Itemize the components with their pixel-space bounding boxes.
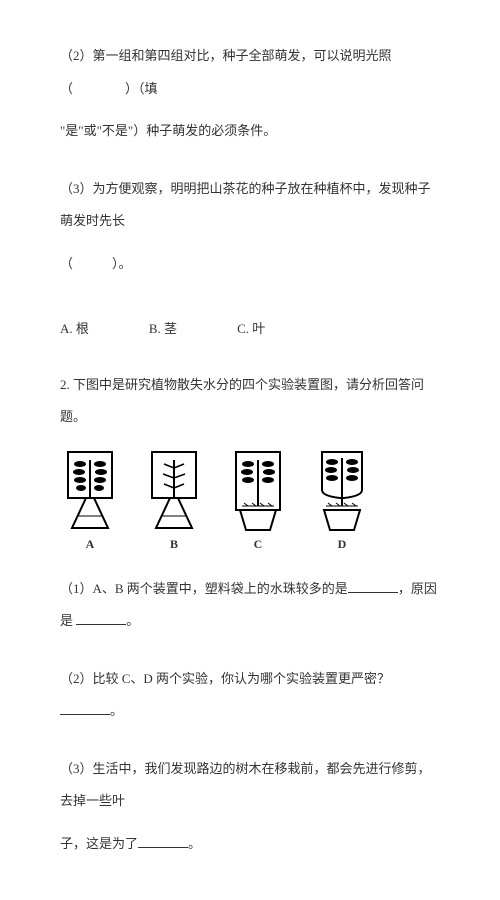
option-b: B. 茎 bbox=[149, 313, 177, 346]
diagram-a-label: A bbox=[86, 538, 95, 550]
q2-sub2-text-b: 。 bbox=[110, 703, 123, 718]
diagram-b-label: B bbox=[170, 538, 178, 550]
option-c: C. 叶 bbox=[237, 313, 265, 346]
option-a: A. 根 bbox=[60, 313, 89, 346]
q1-sub3-line1: （3）为方便观察，明明把山茶花的种子放在种植杯中，发现种子萌发时先长 bbox=[60, 173, 440, 238]
q1-sub2-line1: （2）第一组和第四组对比，种子全部萌发，可以说明光照（ ）（填 bbox=[60, 40, 440, 105]
q1-sub3-line2: （ ）。 bbox=[60, 248, 440, 281]
diagram-c: C bbox=[228, 450, 288, 550]
diagram-c-label: C bbox=[254, 538, 263, 550]
diagram-d-svg bbox=[314, 450, 370, 534]
q2-sub1: （1）A、B 两个装置中，塑料袋上的水珠较多的是，原因是 。 bbox=[60, 573, 440, 638]
q2-sub2-text-a: （2）比较 C、D 两个实验，你认为哪个实验装置更严密？ bbox=[60, 671, 390, 686]
q2-sub3-line2: 子，这是为了 。 bbox=[60, 828, 440, 861]
options-row: A. 根 B. 茎 C. 叶 bbox=[60, 313, 440, 346]
q2-sub3-line1: （3）生活中，我们发现路边的树木在移栽前，都会先进行修剪，去掉一些叶 bbox=[60, 753, 440, 818]
q1-sub2-line2: "是"或"不是"）种子萌发的必须条件。 bbox=[60, 115, 440, 148]
diagram-row: A B bbox=[60, 450, 440, 550]
diagram-b: B bbox=[144, 450, 204, 550]
q2-sub1-text-a: （1）A、B 两个装置中，塑料袋上的水珠较多的是 bbox=[60, 581, 348, 596]
q2-intro: 2. 下图中是研究植物散失水分的四个实验装置图，请分析回答问题。 bbox=[60, 369, 440, 434]
diagram-d: D bbox=[312, 450, 372, 550]
diagram-d-label: D bbox=[338, 538, 347, 550]
diagram-b-svg bbox=[146, 450, 202, 534]
blank-3 bbox=[60, 701, 110, 715]
diagram-a-svg bbox=[62, 450, 118, 534]
q2-sub1-text-c: 。 bbox=[126, 613, 139, 628]
page: （2）第一组和第四组对比，种子全部萌发，可以说明光照（ ）（填 "是"或"不是"… bbox=[0, 0, 500, 900]
q2-sub3-pre: 子，这是为了 bbox=[60, 836, 138, 851]
diagram-a: A bbox=[60, 450, 120, 550]
blank-2 bbox=[76, 611, 126, 625]
q2-sub2: （2）比较 C、D 两个实验，你认为哪个实验装置更严密？ 。 bbox=[60, 663, 440, 728]
blank-4 bbox=[138, 834, 188, 848]
diagram-c-svg bbox=[230, 450, 286, 534]
blank-1 bbox=[348, 579, 398, 593]
q2-sub3-post: 。 bbox=[188, 836, 201, 851]
